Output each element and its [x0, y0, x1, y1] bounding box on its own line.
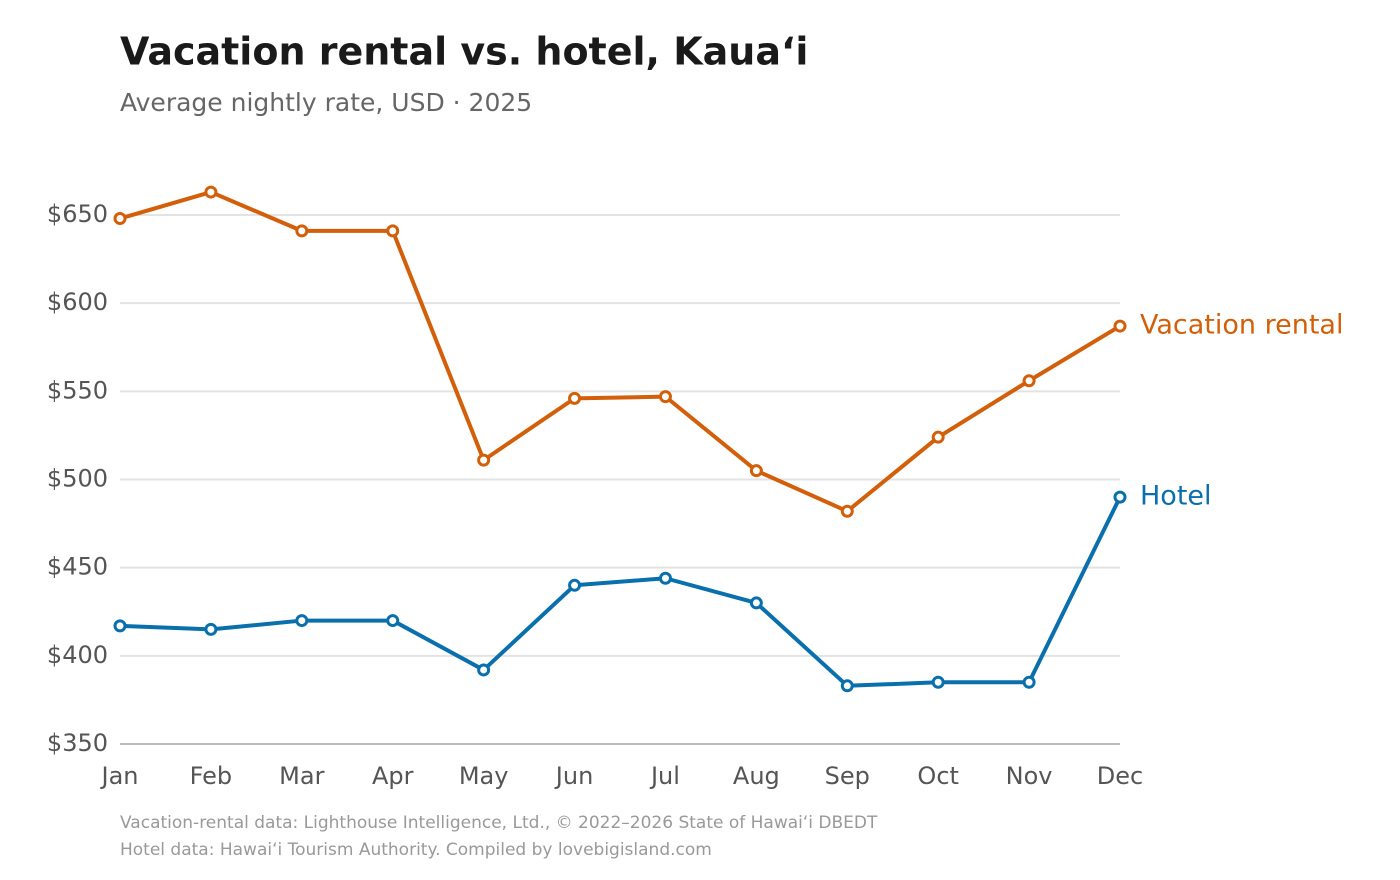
point: [295, 614, 309, 628]
x-tick-label: Oct: [917, 762, 959, 790]
point: [113, 212, 127, 226]
y-tick-label: $500: [47, 465, 108, 493]
source-note: Hotel data: Hawaiʻi Tourism Authority. C…: [120, 840, 712, 860]
chart-subtitle: Average nightly rate, USD · 2025: [120, 88, 532, 117]
point: [749, 464, 763, 478]
series-line: [119, 496, 1122, 688]
point: [931, 430, 945, 444]
y-tick-label: $350: [47, 729, 108, 757]
source-note: Vacation-rental data: Lighthouse Intelli…: [120, 813, 878, 833]
point: [931, 675, 945, 689]
x-tick-label: Dec: [1097, 762, 1143, 790]
series-label: Vacation rental: [1140, 310, 1343, 341]
x-tick-label: Sep: [825, 762, 870, 790]
chart-title: Vacation rental vs. hotel, Kauaʻi: [120, 30, 808, 74]
point: [204, 185, 218, 199]
point: [749, 596, 763, 610]
y-tick-label: $400: [47, 641, 108, 669]
x-tick-label: Jun: [554, 762, 594, 790]
x-tick-label: May: [459, 762, 509, 790]
point: [1022, 374, 1036, 388]
series-label: Hotel: [1140, 481, 1212, 512]
point: [568, 391, 582, 405]
x-tick-label: Nov: [1006, 762, 1053, 790]
y-tick-label: $650: [47, 200, 108, 228]
x-tick-label: Jul: [649, 762, 680, 790]
point: [295, 224, 309, 238]
point: [386, 614, 400, 628]
point: [1022, 675, 1036, 689]
point: [386, 224, 400, 238]
x-tick-label: Feb: [190, 762, 233, 790]
point: [204, 622, 218, 636]
point: [568, 578, 582, 592]
x-tick-label: Jan: [100, 762, 139, 790]
point: [658, 390, 672, 404]
x-tick-label: Mar: [279, 762, 324, 790]
point: [477, 453, 491, 467]
y-tick-label: $600: [47, 288, 108, 316]
x-tick-label: Aug: [733, 762, 780, 790]
point: [113, 619, 127, 633]
point: [1113, 319, 1127, 333]
series-line: [119, 190, 1122, 514]
x-tick-label: Apr: [372, 762, 414, 790]
point: [658, 571, 672, 585]
point: [840, 504, 854, 518]
y-tick-label: $550: [47, 376, 108, 404]
point: [840, 679, 854, 693]
point: [477, 663, 491, 677]
point: [1113, 490, 1127, 504]
y-tick-label: $450: [47, 553, 108, 581]
